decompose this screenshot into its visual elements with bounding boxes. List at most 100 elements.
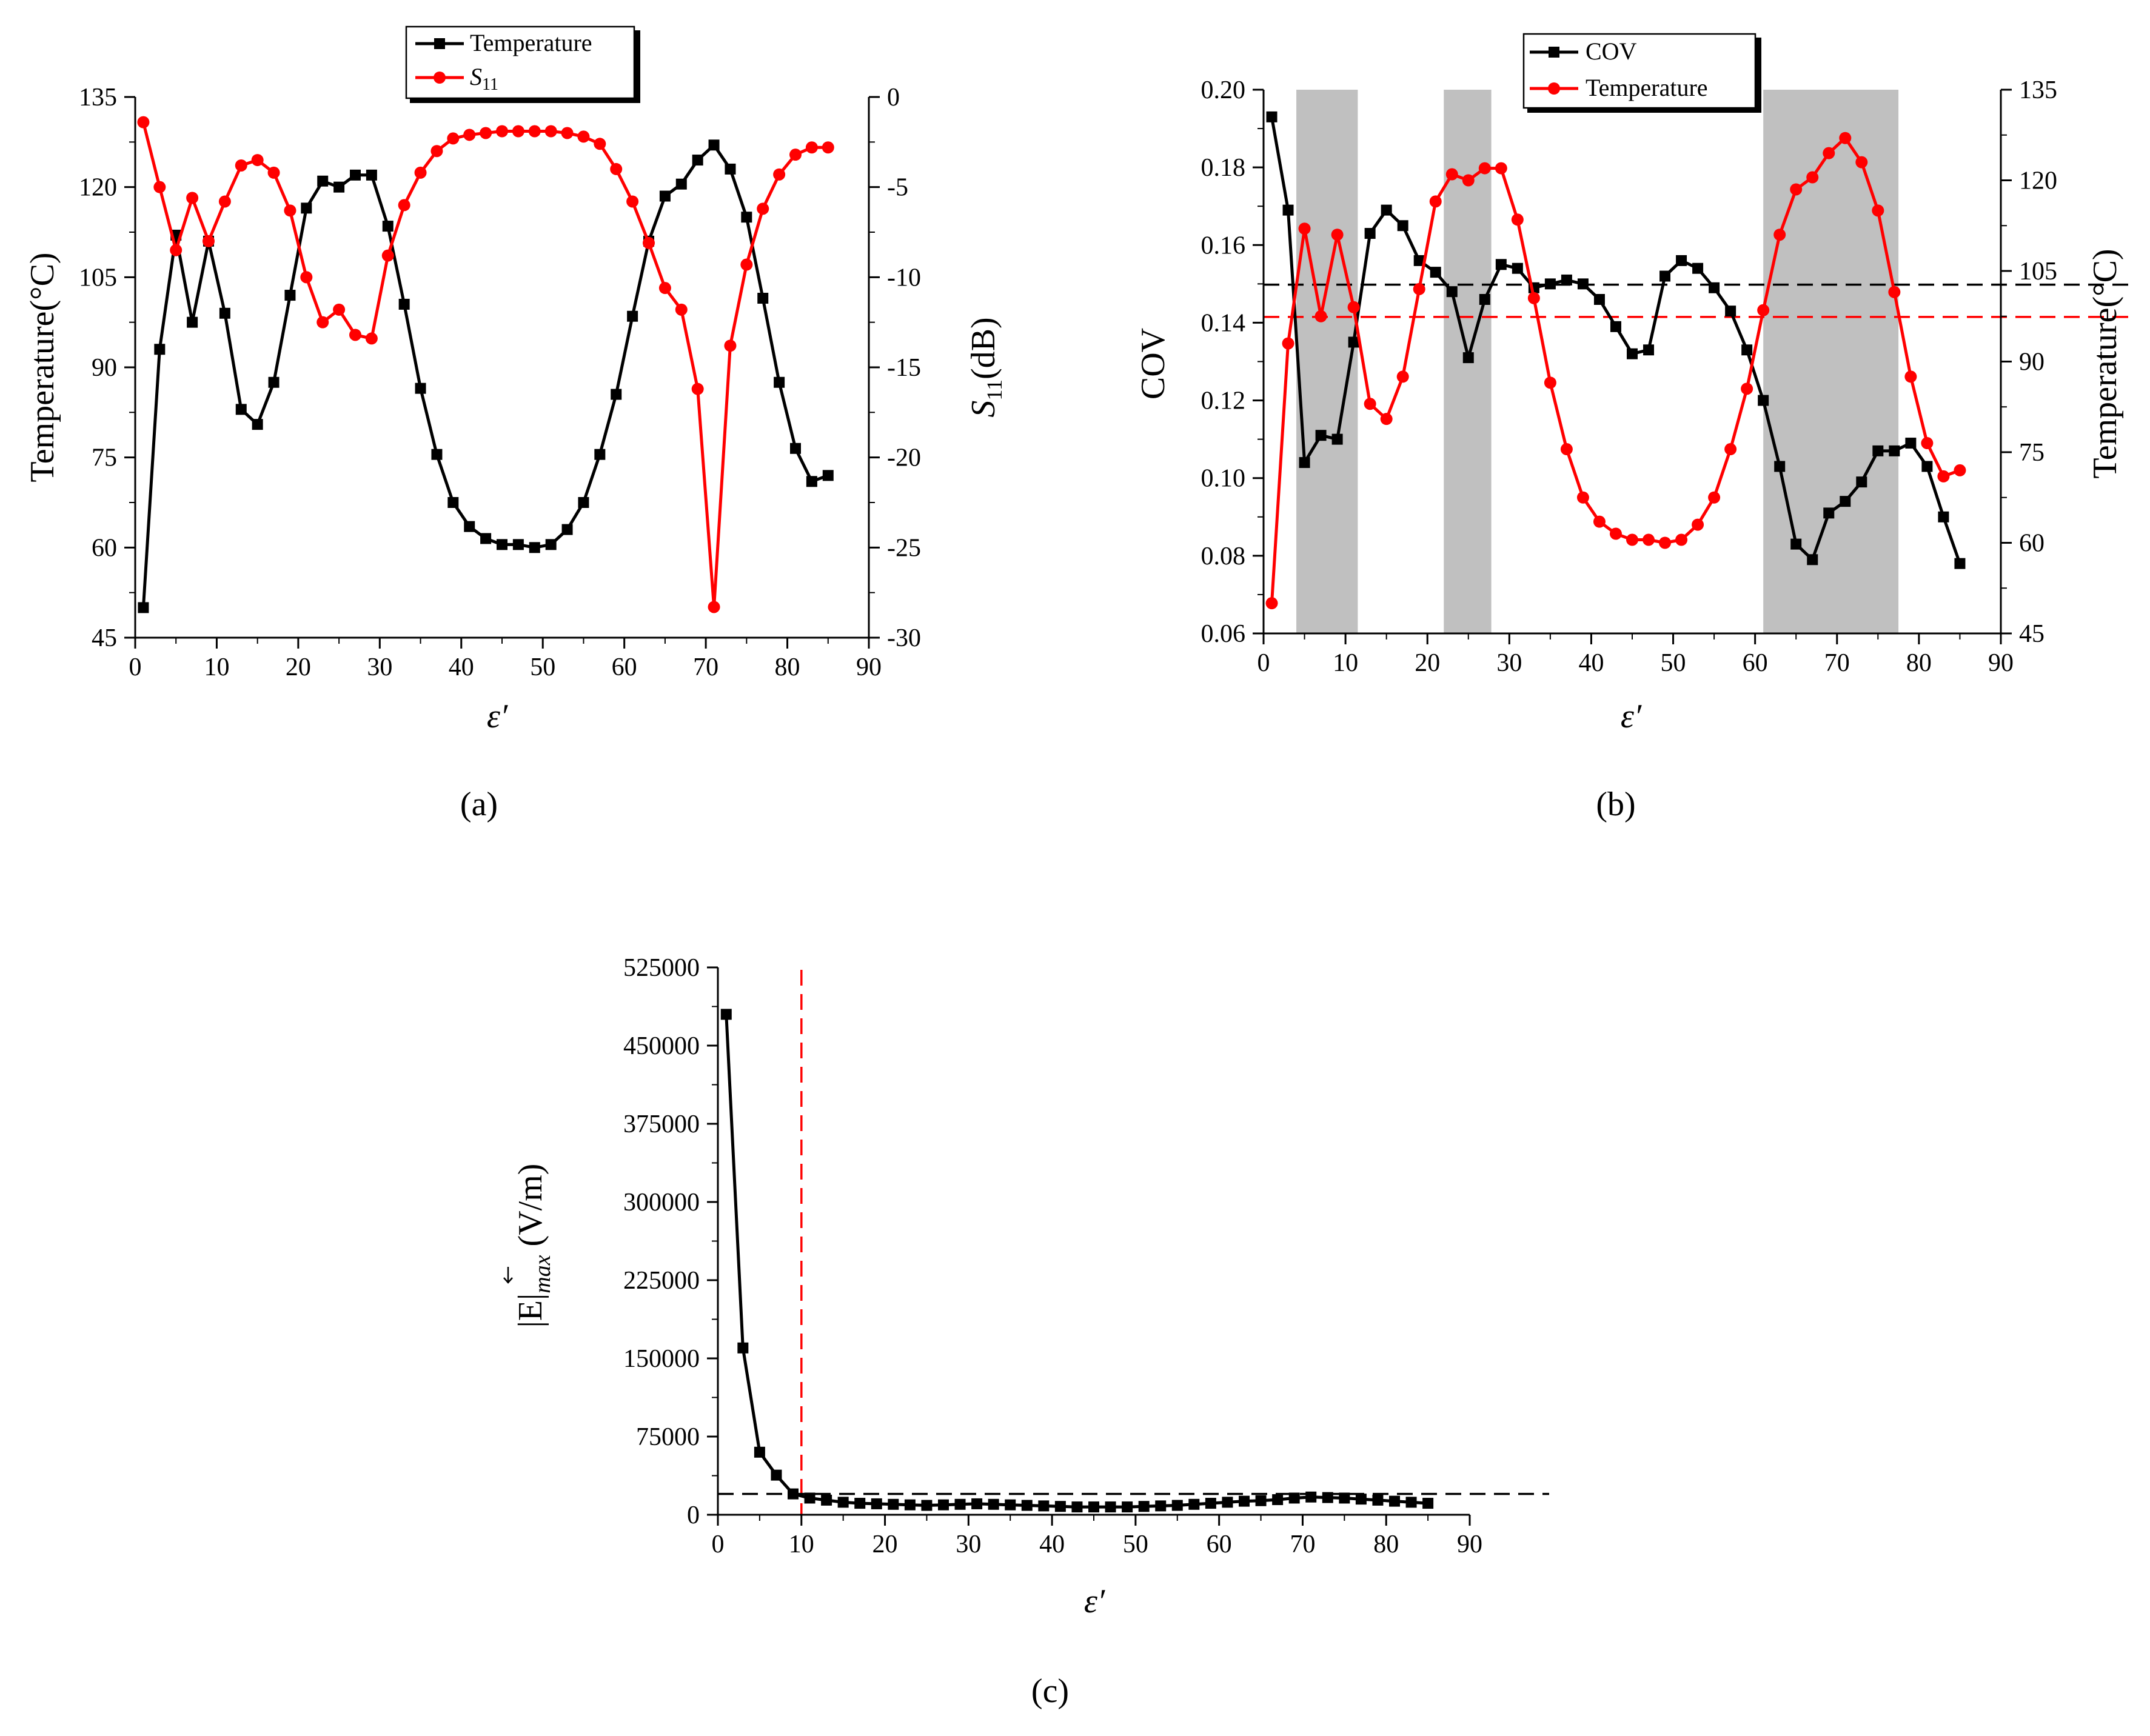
b-y-tick-label-right: 75 [2019,439,2045,467]
a-s11-point [610,162,623,175]
c-efield-point [1355,1494,1367,1505]
b-temperature-point [1954,464,1966,476]
a-y-tick-label-right: -30 [887,624,921,652]
a-temperature-point [268,376,280,388]
b-y-tick-label-right: 90 [2019,349,2045,376]
a-legend-shadow [634,30,640,102]
b-cov-point [1315,430,1327,441]
b-temperature-point [1413,282,1425,295]
b-temperature-point [1314,310,1327,322]
a-temperature-point [774,376,785,388]
a-s11-point [381,249,394,262]
b-cov-point [1921,461,1933,472]
a-s11-point [414,166,427,179]
b-temperature-point [1282,337,1294,350]
c-efield-point [1188,1498,1200,1510]
c-efield-point [1038,1500,1050,1512]
b-cov-point [1741,344,1753,356]
b-temperature-point [1560,443,1573,456]
a-s11-point [773,168,786,181]
b-x-tick-label: 10 [1333,649,1358,677]
a-temperature-point [561,524,573,535]
b-temperature-point [1872,204,1884,217]
a-x-tick-label: 80 [775,653,800,681]
panel-c: 0 10 20 30 40 50 60 70 80 90 0 75000 150000 225000 300… [503,954,1549,1620]
b-temperature-point [1298,222,1311,235]
b-cov-point [1774,461,1786,472]
c-efield-point [1255,1495,1267,1506]
c-x-tick-label: 80 [1373,1531,1399,1558]
b-cov-point [1692,262,1704,274]
a-s11-point [203,235,215,247]
c-y-tick-label-left: 375000 [623,1110,700,1138]
c-efield-point [1339,1492,1350,1504]
a-s11-point [724,339,737,352]
a-s11-point [643,236,655,249]
c-efield-point [1405,1497,1417,1508]
b-x-tick-label: 20 [1415,649,1440,677]
c-x-tick-label: 0 [712,1531,725,1558]
a-temperature-point [398,298,410,310]
b-x-tick-label: 40 [1578,649,1604,677]
b-x-axis-label: ε′ [1621,698,1642,735]
b-y-tick-label-right: 105 [2019,258,2057,285]
a-x-tick-label: 60 [612,653,637,681]
b-cov-point [1397,220,1408,232]
c-efield-point [921,1500,933,1511]
b-shaded-region [1763,90,1899,633]
b-temperature-point [1478,162,1491,175]
a-x-tick-label: 0 [129,653,142,681]
b-temperature-point [1495,162,1507,175]
c-efield-point [971,1498,983,1509]
c-efield-point [804,1492,815,1504]
a-s11-point [430,145,443,158]
a-s11-point [740,258,753,271]
b-cov-point [1676,255,1687,266]
c-efield-point [1389,1495,1400,1507]
b-cov-point [1577,278,1589,290]
b-temperature-point [1823,147,1835,159]
c-efield-point [1222,1497,1233,1508]
b-x-tick-label: 30 [1496,649,1522,677]
b-temperature-point [1757,304,1770,316]
a-temperature-point [611,389,622,400]
a-temperature-point [187,316,198,328]
b-temperature-legend-marker [1548,82,1560,95]
c-efield-point [1005,1499,1016,1511]
panel-a: 0 10 20 30 40 50 60 70 80 90 45 60 75 90 105 120 135 -30 -… [24,25,1006,735]
b-temperature-point [1888,285,1901,298]
b-x-tick-label: 60 [1743,649,1768,677]
b-y-tick-label-left: 0.20 [1201,76,1246,104]
b-y-axis-label-left: COV [1134,328,1172,399]
a-temperature-point [627,310,638,322]
c-efield-point [837,1497,849,1508]
a-s11-point [708,601,720,613]
a-temperature-point [692,155,703,166]
c-efield-point [1372,1494,1384,1506]
b-temperature-point [1364,398,1376,410]
a-temperature-point [757,293,769,304]
a-s11-point [137,116,150,129]
c-efield-point [1021,1500,1033,1511]
a-temperature-point [497,539,507,550]
a-temperature-point [822,470,834,481]
a-temperature-point [790,442,801,454]
a-x-axis-label: ε′ [487,698,508,735]
c-efield-point [1138,1501,1150,1512]
a-s11-point [284,204,296,217]
a-s11-point [577,130,590,143]
c-efield-point [871,1498,882,1509]
a-temperature-point [529,542,540,553]
a-y-tick-label-right: -10 [887,264,921,292]
c-y-tick-label-left: 225000 [623,1267,700,1295]
a-legend-label-temperature: Temperature [470,29,592,56]
b-cov-point [1905,438,1917,449]
a-s11-point [267,166,280,179]
a-temperature-point [252,419,263,430]
c-efield-line [725,1014,1428,1509]
a-temperature-point [431,449,443,460]
c-efield-point [1272,1494,1284,1506]
b-cov-point [1462,352,1474,364]
c-x-tick-label: 70 [1290,1531,1315,1558]
a-s11-point [512,125,524,138]
